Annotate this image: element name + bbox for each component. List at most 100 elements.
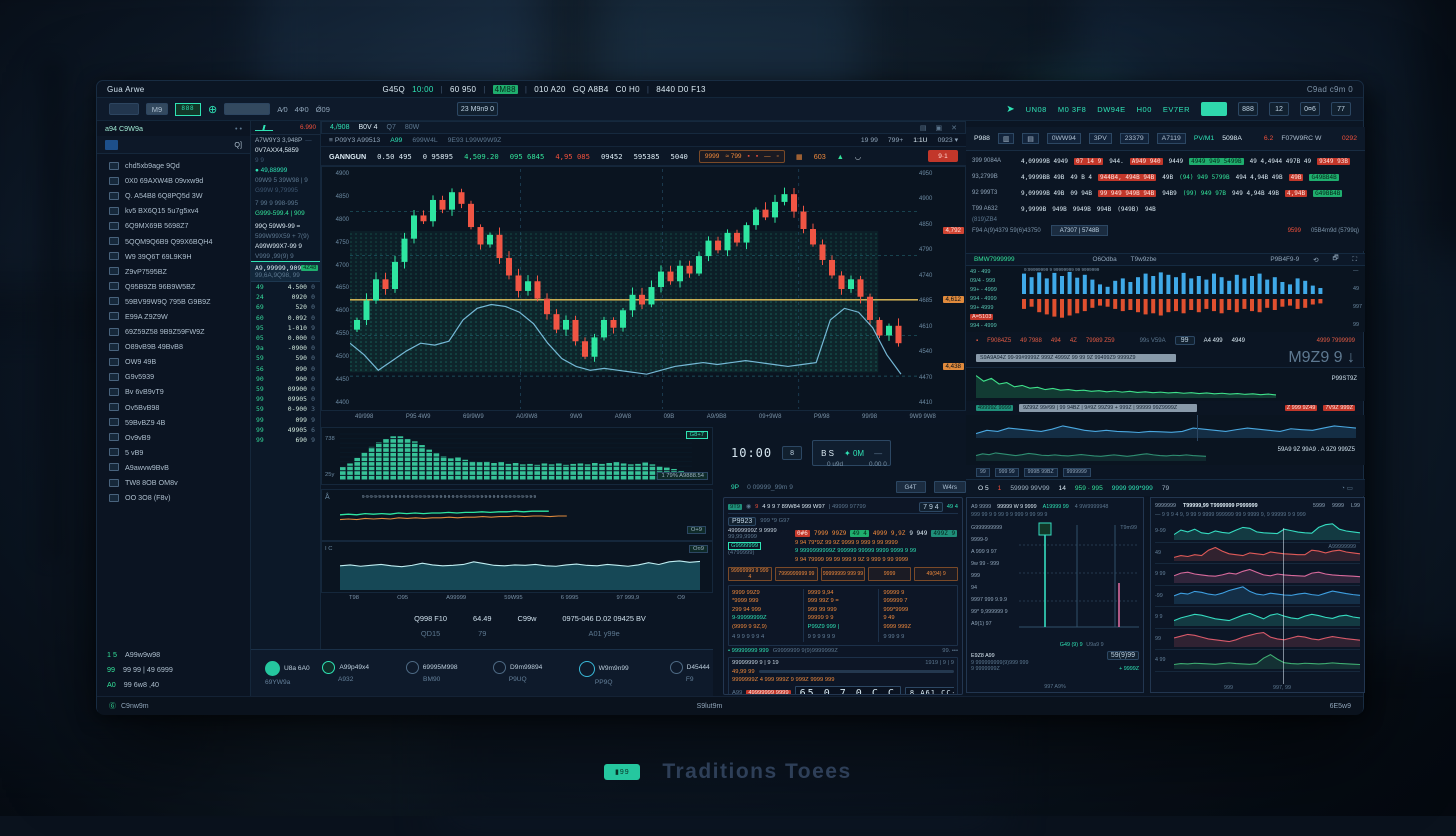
ticket-action-button[interactable]: 49(94) 9 [914, 567, 958, 581]
quote-row[interactable]: 05 0.000 0 [251, 333, 320, 343]
watchlist-item[interactable]: 69Z59Z58 9B9Z59FW9Z [97, 324, 250, 339]
toolbar-button-hide[interactable]: H00 [1137, 105, 1152, 114]
dim-sparkline-panel[interactable]: 59A9 9Z 99A9 . A 9Z9 999Z5 [966, 441, 1365, 465]
sparkline-row[interactable]: 9 9 [1155, 607, 1360, 629]
toolbar-square-ord[interactable]: 0¤6 [1300, 102, 1320, 116]
toolbar-square-12[interactable]: 12 [1269, 102, 1289, 116]
volume-panel[interactable]: 738 25y G8+7 1 79% A9888.54 [321, 427, 713, 485]
toolbar-button-ever[interactable]: EV7ER [1163, 105, 1190, 114]
panel-layout-icon[interactable]: ▤ [920, 124, 927, 132]
toolbar-button-mode[interactable]: M0 3F8 [1058, 105, 1086, 114]
manager-dropdown[interactable]: 23 M9n9 0 [457, 102, 498, 116]
ticket-mid-right[interactable]: 99. ••• [942, 648, 958, 654]
watchlist-item[interactable]: A9awvw9BvB [97, 460, 250, 475]
mini-square-button[interactable]: 999 99 [995, 468, 1019, 477]
ticket-mini-box[interactable]: 7 9 4 [919, 502, 943, 512]
symbol-name[interactable]: GANNGUN [329, 152, 366, 161]
ticket-gear-icon[interactable]: ◉ [746, 504, 751, 510]
watchlist-item[interactable]: 0X0 69AXW4B 09vxw9d [97, 173, 250, 188]
watchlist-item[interactable]: kv5 BX6Q15 5u7g5xv4 [97, 203, 250, 218]
toolbar-square-77[interactable]: 77 [1331, 102, 1351, 116]
sparkline-row[interactable]: 9-99 [1155, 521, 1360, 543]
layout-icon[interactable]: ▤ [1022, 133, 1038, 144]
watchlist-item[interactable]: G9v5939 [97, 369, 250, 384]
layout-icon[interactable]: ▥ [998, 133, 1014, 144]
quote-row[interactable]: 59 590 0 [251, 353, 320, 363]
toolbar-button-draw[interactable]: DW94E [1097, 105, 1125, 114]
status-bar-right[interactable]: M9Z9 9 ↓ [1288, 349, 1355, 367]
watchlist-item[interactable]: 59BvBZ9 4B [97, 415, 250, 430]
watchlist-item[interactable]: 5QQM9Q6B9 Q99X6BQH4 [97, 233, 250, 248]
watchlist-item[interactable]: OW9 49B [97, 354, 250, 369]
quote-row[interactable]: 60 0.092 0 [251, 313, 320, 323]
tab-23379[interactable]: 23379 [1120, 133, 1149, 144]
toolbar-box-icon[interactable] [109, 103, 139, 115]
ticket-action-button[interactable]: 99999999 999 99 [821, 567, 865, 581]
quote-row[interactable]: 95 1-010 9 [251, 323, 320, 333]
refresh-icon[interactable]: ⟲ [1313, 256, 1318, 264]
mini-square-button[interactable]: 99 [976, 468, 990, 477]
watchlist-item[interactable]: W9 39Q6T 69L9K9H [97, 249, 250, 264]
toolbar-item[interactable]: 4Ф0 [295, 105, 309, 114]
status-bar-wide[interactable]: S9A9A94Z 99-99#9999Z 999Z 4999Z 99 99 9Z… [976, 354, 1176, 362]
watchlist-item[interactable]: Bv 6vB9vT9 [97, 384, 250, 399]
alerts-count[interactable]: 603 [814, 152, 826, 161]
timeframe-selector[interactable]: 1:1U [913, 137, 927, 144]
toolbar-square-grid[interactable]: 888 [1238, 102, 1258, 116]
quote-row[interactable]: 99 09905 0 [251, 394, 320, 404]
sparkline-row[interactable]: -99 [1155, 586, 1360, 608]
quote-row[interactable]: 99 49905 6 [251, 425, 320, 435]
watchlist-item[interactable]: Q. A54B8 6Q8PQ5d 3W [97, 188, 250, 203]
buy-marker-icon[interactable]: ▲ [837, 152, 844, 161]
table-footer-button[interactable]: A7307 | 5748B [1051, 225, 1109, 236]
dock-item[interactable]: 69995M998 BM90 [396, 661, 468, 686]
toolbar-box-button[interactable]: M9 [146, 103, 168, 115]
indicator-settings-group[interactable]: 9999 ≈ 799 ▪ ▪ — ▫ [699, 150, 785, 163]
decrement-button[interactable]: — [874, 449, 882, 458]
sidebar-footer-row[interactable]: 99 99 99 | 49 6999 [107, 662, 240, 677]
sparkline-row[interactable]: 9 99 [1155, 564, 1360, 586]
quantity-stepper[interactable]: ✦ 0M [844, 449, 864, 458]
sparkline-row[interactable]: 99 [1155, 629, 1360, 651]
sidebar-footer-row[interactable]: 1 5 A99w9w98 [107, 647, 240, 662]
watchlist-item[interactable]: 6Q9MX69B 5698Z7 [97, 218, 250, 233]
dock-item[interactable]: D45444 F9 [654, 661, 726, 686]
hook-icon[interactable]: ◡ [855, 152, 861, 161]
sidebar-header-dots[interactable]: • • [235, 124, 242, 133]
sparkgrid-h-item[interactable]: L99 [1351, 503, 1360, 509]
depth-tab[interactable]: O6Odba [1093, 256, 1117, 263]
quote-row[interactable]: 59 09900 0 [251, 384, 320, 394]
watchlist-item[interactable]: 59BV99W9Q 795B G9B9Z [97, 294, 250, 309]
mini-square-button[interactable]: 999B 99BZ [1024, 468, 1058, 477]
green-sparkline-panel[interactable]: P99ST9Z [966, 367, 1365, 401]
dock-item[interactable]: W9m9n99 PP9Q [568, 661, 640, 686]
panel-maximize-icon[interactable]: ▣ [936, 124, 943, 132]
alerts-icon[interactable]: ▦ [796, 152, 803, 161]
sell-button[interactable]: 9·1 [928, 150, 958, 162]
chart-menu-label[interactable]: ≡ P09Y3 A99513 [329, 137, 380, 144]
interval-dropdown[interactable]: 0923 ▾ [938, 136, 958, 144]
toolbar-item[interactable]: Ǿ09 [316, 105, 330, 114]
watchlist-item[interactable]: Z9vP7595BZ [97, 264, 250, 279]
grid-view-icon[interactable]: 888 [175, 103, 201, 116]
alert-mid-box[interactable]: 99 [1175, 336, 1195, 345]
toolbar-item[interactable]: A⁄0 [277, 105, 287, 114]
cursor-arrow-icon[interactable]: ➤ [1006, 104, 1014, 115]
mini-square-button[interactable]: 9999999 [1063, 468, 1091, 477]
quote-row[interactable]: 9a -0900 0 [251, 343, 320, 353]
quote-row[interactable]: 49 4.500 0 [251, 282, 320, 292]
filter-bar[interactable]: 9Z99Z 99#99 | 99 94BZ | 9#9Z 99Z99 + 999… [1019, 404, 1197, 412]
quote-row[interactable]: 59 0-900 3 [251, 404, 320, 414]
folder-icon[interactable] [105, 140, 118, 150]
quote-subheader-more[interactable]: — [305, 137, 311, 144]
dock-lead[interactable]: U8a 6A0 69YW9a [265, 661, 310, 686]
ticket-action-button[interactable]: 99999999 9 999 4 [728, 567, 772, 581]
fullscreen-icon[interactable]: ⛶ [1353, 256, 1357, 264]
profile-grid[interactable]: T9m99 G49 (9) 9 U9a9 9 [1019, 521, 1139, 639]
wars-button[interactable]: W4rs [934, 481, 966, 493]
